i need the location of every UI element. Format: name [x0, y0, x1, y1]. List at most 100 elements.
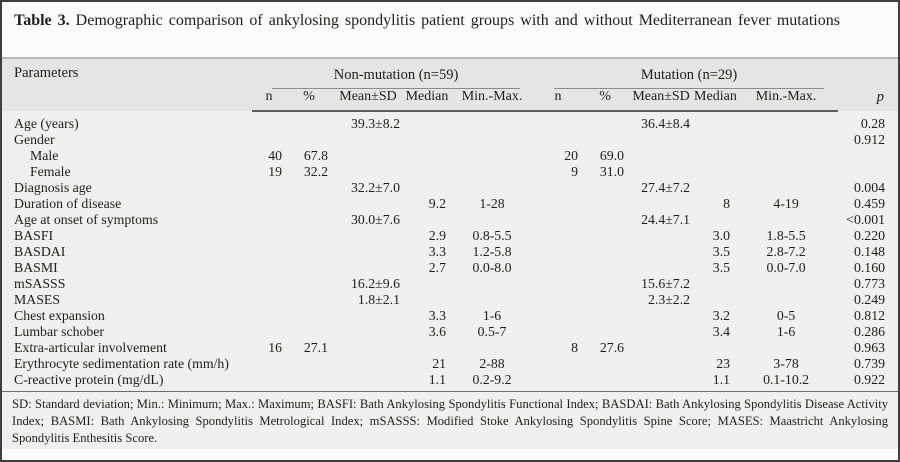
non-mutation-label: Non-mutation (n=59) [272, 65, 521, 89]
table-row: Male 40 67.8 20 69.0 [2, 148, 898, 164]
table-row: Gender 0.912 [2, 132, 898, 148]
table-row: Extra-articular involvement 16 27.1 8 27.6 0.… [2, 340, 898, 356]
m-pct-cell [582, 308, 628, 324]
nm-n-cell [252, 180, 286, 196]
nm-median-cell: 2.7 [428, 260, 446, 275]
m-mean-cell [628, 308, 694, 324]
nm-pct-cell [286, 372, 332, 391]
subheader-mean-sd: Mean±SD [332, 89, 404, 112]
parameter-cell: MASES [14, 292, 61, 307]
nm-minmax-cell: 0.5-7 [477, 324, 507, 339]
m-pct-cell [582, 324, 628, 340]
m-mean-cell [628, 148, 694, 164]
nm-n-cell [252, 196, 286, 212]
nm-n-cell: 19 [268, 164, 282, 179]
m-median-cell: 3.2 [712, 308, 731, 323]
parameter-cell: Age (years) [14, 115, 79, 131]
nm-pct-cell [286, 196, 332, 212]
m-mean-cell [628, 356, 694, 372]
m-pct-cell [582, 180, 628, 196]
nm-n-cell [252, 228, 286, 244]
m-pct-cell [582, 260, 628, 276]
nm-minmax-cell: 1-6 [482, 308, 502, 323]
parameter-cell: Duration of disease [14, 196, 122, 211]
nm-n-cell [252, 111, 286, 132]
m-median-cell: 8 [723, 196, 731, 211]
m-n-cell [534, 308, 582, 324]
nm-median-cell [404, 148, 450, 164]
nm-median-cell [404, 340, 450, 356]
nm-n-cell [252, 372, 286, 391]
nm-pct-cell [286, 228, 332, 244]
m-mean-cell: 36.4±8.4 [641, 116, 691, 131]
table-row: MASES 1.8±2.1 2.3±2.2 0.249 [2, 292, 898, 308]
m-minmax-cell [734, 340, 838, 356]
nm-mean-cell [332, 164, 404, 180]
m-mean-cell [628, 132, 694, 148]
p-value-cell: 0.249 [853, 292, 885, 307]
nm-mean-cell: 32.2±7.0 [351, 180, 400, 195]
m-pct-cell [582, 228, 628, 244]
parameter-cell: Male [30, 148, 59, 163]
m-minmax-cell: 0-5 [776, 308, 796, 323]
m-pct-cell [582, 132, 628, 148]
nm-n-cell [252, 244, 286, 260]
parameter-cell: Female [30, 164, 71, 179]
parameter-cell: Extra-articular involvement [14, 340, 167, 355]
p-value-cell: 0.812 [853, 308, 885, 323]
nm-minmax-cell: 1-28 [479, 196, 505, 211]
nm-n-cell: 16 [268, 340, 282, 355]
nm-pct-cell [286, 111, 332, 132]
m-median-cell [694, 111, 734, 132]
m-median-cell [694, 212, 734, 228]
m-mean-cell: 27.4±7.2 [641, 180, 691, 195]
m-pct-cell: 27.6 [599, 340, 625, 355]
nm-median-cell [404, 292, 450, 308]
nm-median-cell [404, 276, 450, 292]
m-pct-cell [582, 276, 628, 292]
m-minmax-cell: 4-19 [773, 196, 799, 211]
nm-median-cell [404, 212, 450, 228]
nm-pct-cell: 27.1 [303, 340, 328, 355]
m-mean-cell: 2.3±2.2 [647, 292, 691, 307]
nm-pct-cell [286, 308, 332, 324]
nm-mean-cell [332, 372, 404, 391]
subheader-median: Median [694, 89, 737, 112]
m-median-cell [694, 292, 734, 308]
m-n-cell: 20 [564, 148, 579, 163]
m-n-cell [534, 292, 582, 308]
m-median-cell: 23 [716, 356, 731, 371]
m-n-cell [534, 372, 582, 391]
nm-minmax-cell [450, 111, 534, 132]
parameter-cell: Lumbar schober [14, 324, 105, 339]
p-value-cell: 0.922 [853, 372, 885, 387]
table-body: Age (years) 39.3±8.2 36.4±8.4 0.28 Gender 0.9… [2, 111, 898, 391]
parameter-cell: Erythrocyte sedimentation rate (mm/h) [14, 356, 229, 371]
p-value-cell: 0.220 [853, 228, 885, 243]
m-median-cell: 3.5 [712, 260, 731, 275]
m-n-cell [534, 196, 582, 212]
m-minmax-cell: 0.1-10.2 [763, 372, 810, 387]
nm-pct-cell [286, 276, 332, 292]
nm-pct-cell [286, 356, 332, 372]
m-median-cell: 3.4 [712, 324, 731, 339]
parameter-cell: Chest expansion [14, 308, 105, 323]
m-median-cell [694, 276, 734, 292]
parameter-cell: Age at onset of symptoms [14, 212, 159, 227]
m-minmax-cell [734, 111, 838, 132]
nm-mean-cell: 39.3±8.2 [351, 116, 400, 131]
subheader-min-max: Min.-Max. [734, 89, 839, 112]
m-median-cell [694, 148, 734, 164]
parameter-cell: Diagnosis age [14, 180, 92, 195]
nm-mean-cell: 1.8±2.1 [357, 292, 400, 307]
nm-mean-cell [332, 356, 404, 372]
nm-pct-cell: 67.8 [303, 148, 328, 163]
m-pct-cell [582, 292, 628, 308]
m-pct-cell [582, 111, 628, 132]
m-n-cell: 8 [571, 340, 579, 355]
parameter-cell: C-reactive protein (mg/dL) [14, 372, 164, 387]
m-minmax-cell: 1-6 [776, 324, 796, 339]
table-title: Table 3. Demographic comparison of ankyl… [2, 2, 898, 59]
m-minmax-cell [734, 212, 838, 228]
